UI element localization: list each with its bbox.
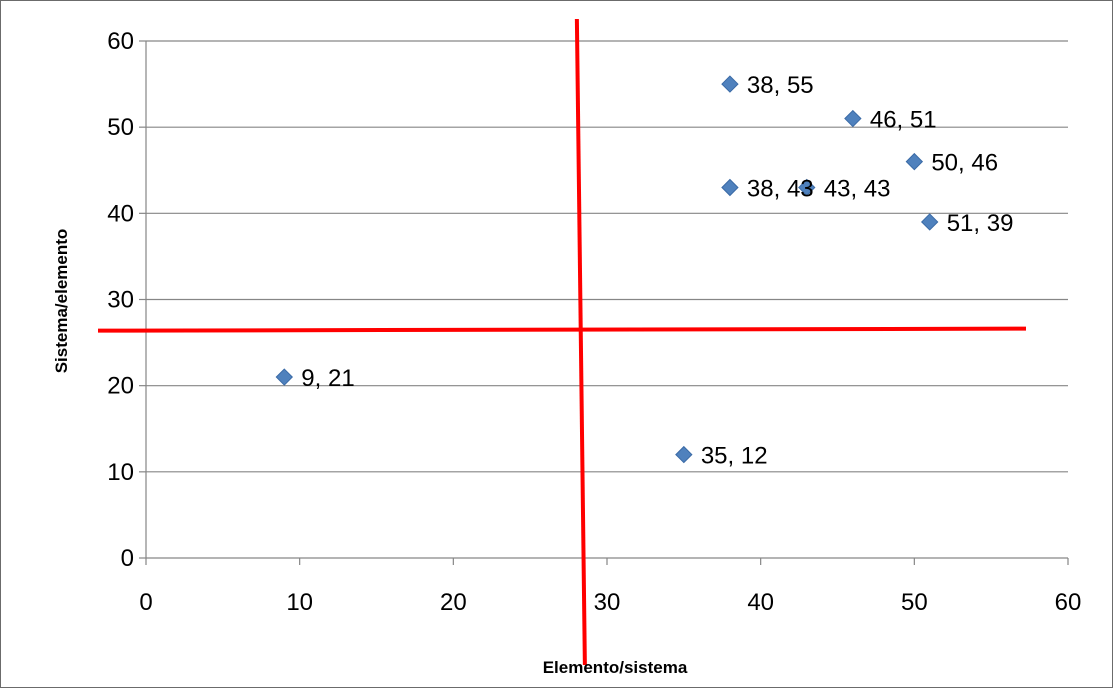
quadrant-lines bbox=[97, 18, 1027, 666]
data-point bbox=[675, 445, 693, 464]
x-tick-label: 20 bbox=[440, 589, 467, 616]
y-tick-label: 10 bbox=[107, 459, 134, 486]
x-tick-label: 40 bbox=[747, 589, 774, 616]
data-label: 38, 43 bbox=[747, 175, 814, 202]
data-label: 50, 46 bbox=[931, 150, 998, 177]
x-tick-label: 50 bbox=[901, 589, 928, 616]
y-tick-label: 60 bbox=[107, 28, 134, 55]
data-label: 35, 12 bbox=[701, 443, 768, 470]
y-tick-label: 0 bbox=[121, 545, 134, 572]
data-label: 43, 43 bbox=[824, 175, 891, 202]
y-tick-labels: 0 10 20 30 40 50 60 bbox=[107, 28, 134, 572]
y-tick-label: 50 bbox=[107, 114, 134, 141]
x-tick-label: 30 bbox=[594, 589, 621, 616]
data-point bbox=[905, 152, 924, 171]
x-axis-title: Elemento/sistema bbox=[543, 658, 688, 677]
y-tick-label: 40 bbox=[107, 200, 134, 227]
gridlines bbox=[146, 40, 1068, 473]
data-label: 51, 39 bbox=[947, 210, 1014, 237]
x-tick-label: 0 bbox=[139, 589, 152, 616]
data-label: 38, 55 bbox=[747, 72, 814, 99]
x-tick-labels: 0 10 20 30 40 50 60 bbox=[139, 589, 1081, 616]
quadrant-line-vertical bbox=[574, 18, 587, 666]
y-tick-label: 20 bbox=[107, 373, 134, 400]
x-tick-label: 10 bbox=[286, 589, 313, 616]
data-point bbox=[798, 178, 816, 197]
data-points bbox=[275, 75, 939, 464]
data-point bbox=[721, 75, 739, 93]
quadrant-line-horizontal bbox=[97, 326, 1027, 333]
y-axis-title: Sistema/elemento bbox=[52, 229, 71, 374]
x-tick-label: 60 bbox=[1055, 589, 1082, 616]
data-label: 9, 21 bbox=[301, 365, 354, 392]
axes bbox=[139, 40, 1069, 565]
data-labels: 38, 55 46, 51 50, 46 38, 43 43, 43 51, 39 9, 2… bbox=[301, 72, 1013, 470]
data-point bbox=[920, 213, 939, 231]
y-tick-label: 30 bbox=[107, 287, 134, 314]
data-point bbox=[844, 109, 862, 128]
data-point bbox=[275, 368, 294, 386]
data-point bbox=[721, 178, 739, 197]
data-label: 46, 51 bbox=[870, 107, 937, 134]
